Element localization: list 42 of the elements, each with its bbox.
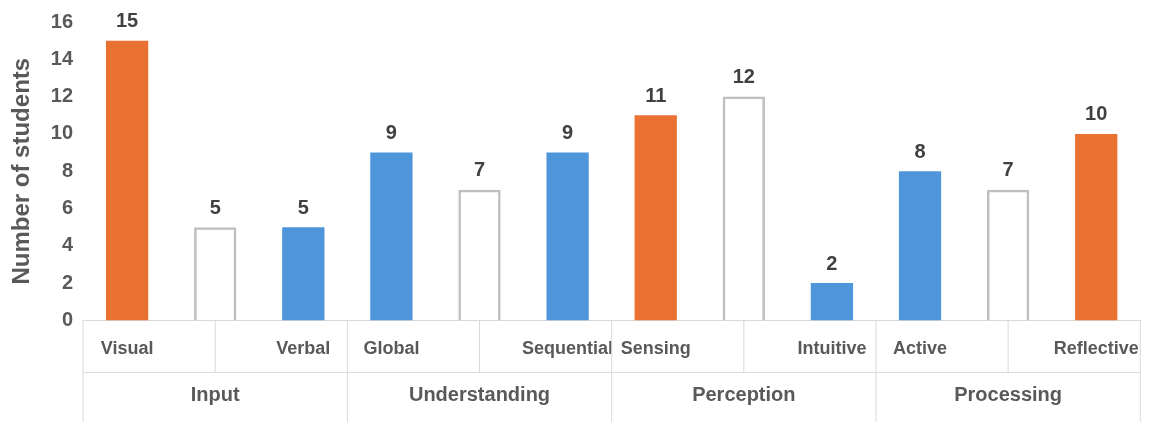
data-label: 12 xyxy=(732,65,755,88)
data-label: 15 xyxy=(115,9,139,32)
data-label: 10 xyxy=(1085,102,1108,125)
bar xyxy=(105,40,149,321)
y-tick-label: 8 xyxy=(61,158,74,181)
y-tick-label: 4 xyxy=(61,233,74,256)
y-tick-label: 12 xyxy=(50,84,74,107)
x-tick-label: Reflective xyxy=(1053,338,1139,359)
data-label: 9 xyxy=(385,121,397,144)
data-label: 5 xyxy=(297,195,309,218)
x-tick-label: Sequential xyxy=(522,338,614,359)
data-label: 2 xyxy=(826,251,838,274)
y-axis-title: Number of students xyxy=(7,57,35,285)
x-tick-label: Intuitive xyxy=(797,338,867,359)
data-label: 11 xyxy=(645,83,667,106)
bar xyxy=(370,152,413,321)
data-label: 8 xyxy=(914,139,926,162)
bar xyxy=(898,171,942,321)
x-tick-label: Active xyxy=(893,338,948,359)
x-tick-label: Sensing xyxy=(620,338,691,359)
x-tick-label: Visual xyxy=(100,338,154,359)
y-tick-label: 10 xyxy=(50,121,74,144)
bar xyxy=(546,152,589,321)
y-tick-label: 0 xyxy=(61,307,74,330)
data-label: 5 xyxy=(209,195,221,218)
text: Understanding xyxy=(408,382,551,405)
x-tick-label: Global xyxy=(363,338,420,359)
data-label: 9 xyxy=(562,121,574,144)
bar xyxy=(1075,133,1118,321)
bar xyxy=(810,283,854,321)
y-tick-label: 2 xyxy=(61,270,74,293)
x-tick-label: Verbal xyxy=(276,338,331,359)
y-tick-label: 6 xyxy=(61,196,74,219)
y-tick-label: 16 xyxy=(50,9,74,32)
text: Input xyxy=(190,382,240,405)
bar xyxy=(282,227,325,321)
data-label: 7 xyxy=(1002,158,1014,181)
text: Processing xyxy=(954,382,1063,405)
bar xyxy=(634,115,677,321)
y-tick-label: 14 xyxy=(50,46,74,69)
data-label: 7 xyxy=(473,158,486,181)
text: Perception xyxy=(692,382,796,405)
